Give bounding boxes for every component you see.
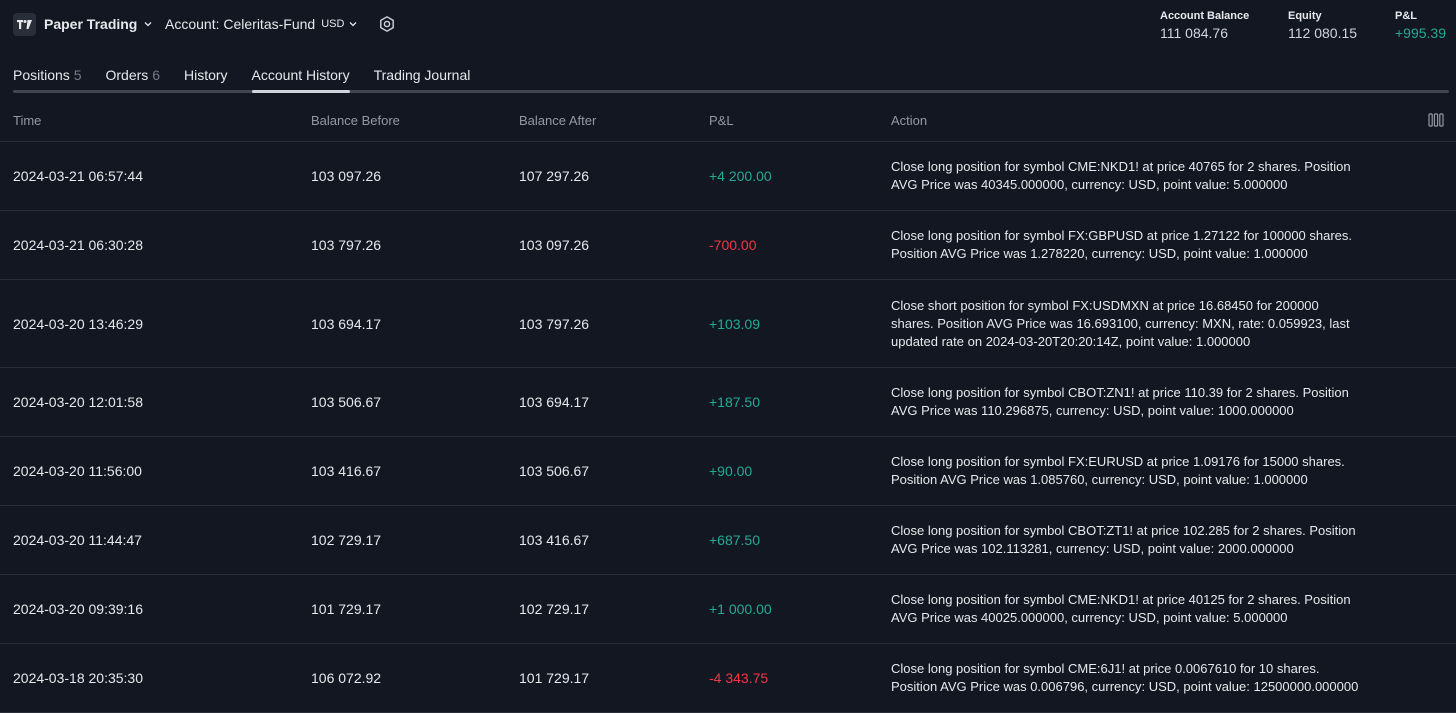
app-title: Paper Trading: [44, 16, 138, 32]
tab-count: 5: [73, 67, 82, 83]
cell-pl: +687.50: [709, 532, 760, 548]
cell-balance-before: 102 729.17: [311, 532, 382, 548]
cell-time: 2024-03-20 12:01:58: [13, 394, 143, 410]
tab-account-history[interactable]: Account History: [251, 67, 350, 93]
cell-pl: -700.00: [709, 237, 757, 253]
account-history-table: Time Balance Before Balance After P&L Ac…: [0, 100, 1456, 713]
cell-time: 2024-03-21 06:30:28: [13, 237, 143, 253]
table-row[interactable]: 2024-03-20 13:46:29 103 694.17 103 797.2…: [0, 280, 1456, 368]
tab-label: History: [183, 67, 228, 83]
pl-value: +995.39: [1395, 25, 1446, 41]
table-row[interactable]: 2024-03-20 11:44:47 102 729.17 103 416.6…: [0, 506, 1456, 575]
cell-balance-after: 101 729.17: [519, 670, 590, 686]
cell-action: Close long position for symbol CME:6J1! …: [891, 661, 1359, 694]
cell-balance-after: 102 729.17: [519, 601, 590, 617]
tab-positions[interactable]: Positions 5: [13, 67, 82, 93]
table-row[interactable]: 2024-03-18 20:35:30 106 072.92 101 729.1…: [0, 644, 1456, 713]
cell-balance-before: 106 072.92: [311, 670, 382, 686]
cell-time: 2024-03-18 20:35:30: [13, 670, 143, 686]
table-header: Time Balance Before Balance After P&L Ac…: [0, 100, 1456, 142]
account-balance-value: 111 084.76: [1160, 25, 1228, 41]
tab-trading-journal[interactable]: Trading Journal: [374, 67, 471, 93]
tab-count: 6: [152, 67, 160, 83]
chevron-down-icon: [349, 22, 357, 27]
cell-action: Close long position for symbol CBOT:ZT1!…: [891, 523, 1356, 556]
cell-time: 2024-03-20 11:44:47: [13, 532, 142, 548]
header-balance-after[interactable]: Balance After: [519, 113, 597, 128]
cell-balance-before: 101 729.17: [311, 601, 382, 617]
pl-summary: P&L +995.39: [1395, 10, 1446, 41]
tab-label: Account History: [251, 67, 350, 83]
cell-balance-after: 103 694.17: [519, 394, 590, 410]
tab-orders[interactable]: Orders 6: [106, 67, 160, 93]
header-action[interactable]: Action: [891, 113, 928, 128]
columns-settings-icon[interactable]: [1428, 113, 1444, 127]
cell-balance-after: 103 797.26: [519, 315, 590, 332]
cell-balance-after: 103 506.67: [519, 463, 590, 479]
cell-pl: +103.09: [709, 315, 760, 332]
equity-summary: Equity 112 080.15: [1288, 10, 1357, 41]
top-bar: Paper Trading Account: Celeritas-Fund US…: [0, 0, 1456, 50]
cell-balance-before: 103 506.67: [311, 394, 382, 410]
cell-pl: +187.50: [709, 394, 760, 410]
table-row[interactable]: 2024-03-20 09:39:16 101 729.17 102 729.1…: [0, 575, 1456, 644]
cell-balance-before: 103 416.67: [311, 463, 382, 479]
account-selector[interactable]: Account: Celeritas-Fund USD: [165, 16, 358, 32]
header-time[interactable]: Time: [13, 113, 42, 128]
cell-action: Close long position for symbol FX:GBPUSD…: [891, 228, 1353, 261]
cell-time: 2024-03-20 09:39:16: [13, 601, 143, 617]
paper-trading-menu[interactable]: Paper Trading: [44, 16, 153, 32]
cell-pl: -4 343.75: [709, 670, 769, 686]
cell-action: Close long position for symbol CME:NKD1!…: [891, 159, 1351, 192]
tab-label: Orders: [105, 67, 149, 83]
cell-pl: +1 000.00: [709, 601, 772, 617]
chevron-down-icon: [144, 22, 152, 27]
cell-balance-before: 103 097.26: [311, 168, 382, 184]
equity-label: Equity: [1288, 10, 1322, 22]
cell-time: 2024-03-20 11:56:00: [13, 463, 142, 479]
cell-action: Close long position for symbol CME:NKD1!…: [891, 592, 1351, 625]
tab-label: Trading Journal: [373, 67, 471, 83]
account-balance-summary: Account Balance 111 084.76: [1160, 10, 1249, 41]
cell-balance-after: 107 297.26: [519, 168, 590, 184]
equity-value: 112 080.15: [1288, 25, 1358, 41]
tradingview-logo-icon: [13, 13, 36, 36]
settings-gear-icon[interactable]: [378, 15, 396, 33]
cell-action: Close short position for symbol FX:USDMX…: [891, 297, 1350, 349]
table-row[interactable]: 2024-03-21 06:30:28 103 797.26 103 097.2…: [0, 211, 1456, 280]
cell-pl: +4 200.00: [709, 168, 772, 184]
pl-label: P&L: [1395, 10, 1417, 22]
tab-bar: Positions 5 Orders 6 History Account His…: [13, 67, 470, 93]
header-balance-before[interactable]: Balance Before: [311, 113, 400, 128]
table-row[interactable]: 2024-03-20 12:01:58 103 506.67 103 694.1…: [0, 368, 1456, 437]
cell-action: Close long position for symbol CBOT:ZN1!…: [891, 385, 1349, 418]
table-row[interactable]: 2024-03-20 11:56:00 103 416.67 103 506.6…: [0, 437, 1456, 506]
cell-balance-after: 103 416.67: [519, 532, 590, 548]
cell-balance-after: 103 097.26: [519, 237, 590, 253]
cell-pl: +90.00: [709, 463, 753, 479]
account-currency: USD: [321, 18, 345, 30]
table-row[interactable]: 2024-03-21 06:57:44 103 097.26 107 297.2…: [0, 142, 1456, 211]
tab-track: [13, 90, 1449, 93]
cell-balance-before: 103 694.17: [311, 315, 382, 332]
tab-history[interactable]: History: [184, 67, 228, 93]
cell-time: 2024-03-20 13:46:29: [13, 315, 143, 332]
account-name: Account: Celeritas-Fund: [165, 16, 316, 32]
cell-balance-before: 103 797.26: [311, 237, 382, 253]
account-balance-label: Account Balance: [1160, 10, 1250, 22]
cell-time: 2024-03-21 06:57:44: [13, 168, 143, 184]
header-pl[interactable]: P&L: [709, 113, 734, 128]
cell-action: Close long position for symbol FX:EURUSD…: [891, 454, 1345, 487]
tab-label: Positions: [13, 67, 70, 83]
